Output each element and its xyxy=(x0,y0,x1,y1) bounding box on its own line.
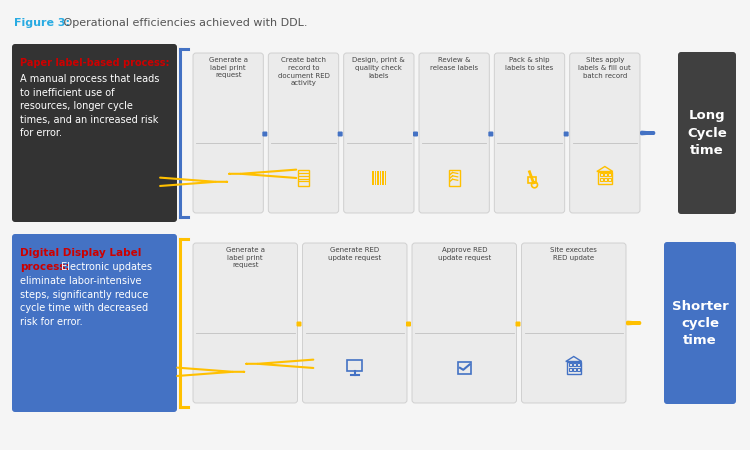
Bar xyxy=(604,178,607,181)
Bar xyxy=(448,170,460,185)
Text: Approve RED
update request: Approve RED update request xyxy=(438,247,491,261)
FancyBboxPatch shape xyxy=(12,234,177,412)
Bar xyxy=(608,178,610,181)
FancyBboxPatch shape xyxy=(570,53,640,213)
FancyBboxPatch shape xyxy=(488,131,494,136)
Text: Sites apply
labels & fill out
batch record: Sites apply labels & fill out batch reco… xyxy=(578,57,632,78)
Text: Generate RED
update request: Generate RED update request xyxy=(328,247,381,261)
FancyBboxPatch shape xyxy=(302,243,407,403)
Bar xyxy=(383,171,384,185)
Bar xyxy=(604,173,607,176)
FancyBboxPatch shape xyxy=(193,243,298,403)
FancyBboxPatch shape xyxy=(262,131,267,136)
Text: Shorter
cycle
time: Shorter cycle time xyxy=(672,300,728,346)
Text: Paper label-based process:: Paper label-based process: xyxy=(20,58,170,68)
Bar xyxy=(568,363,572,366)
FancyBboxPatch shape xyxy=(193,53,263,213)
Bar xyxy=(458,361,470,374)
Text: Design, print &
quality check
labels: Design, print & quality check labels xyxy=(352,57,405,78)
Bar xyxy=(608,173,610,176)
FancyBboxPatch shape xyxy=(338,131,343,136)
Text: process:: process: xyxy=(20,262,70,272)
FancyBboxPatch shape xyxy=(521,243,626,403)
Bar xyxy=(577,363,580,366)
FancyBboxPatch shape xyxy=(268,53,339,213)
FancyBboxPatch shape xyxy=(406,321,411,327)
FancyBboxPatch shape xyxy=(564,131,568,136)
Bar xyxy=(568,368,572,371)
Bar xyxy=(375,171,376,185)
FancyBboxPatch shape xyxy=(413,131,418,136)
Bar xyxy=(567,361,580,374)
FancyBboxPatch shape xyxy=(678,52,736,214)
Bar xyxy=(527,177,536,183)
Bar xyxy=(600,178,603,181)
Text: Digital Display Label: Digital Display Label xyxy=(20,248,141,258)
Bar xyxy=(347,360,362,371)
Text: Long
Cycle
time: Long Cycle time xyxy=(687,109,727,157)
Text: Figure 3:: Figure 3: xyxy=(14,18,70,28)
Bar xyxy=(600,173,603,176)
FancyBboxPatch shape xyxy=(12,44,177,222)
Text: Create batch
record to
document RED
activity: Create batch record to document RED acti… xyxy=(278,57,329,86)
Text: Site executes
RED update: Site executes RED update xyxy=(550,247,597,261)
Bar xyxy=(298,170,309,185)
Bar xyxy=(573,368,575,371)
Bar xyxy=(379,171,380,185)
FancyBboxPatch shape xyxy=(296,321,302,327)
FancyBboxPatch shape xyxy=(412,243,517,403)
Text: Generate a
label print
request: Generate a label print request xyxy=(226,247,265,269)
Text: Review &
release labels: Review & release labels xyxy=(430,57,478,71)
FancyBboxPatch shape xyxy=(419,53,489,213)
Text: Electronic updates: Electronic updates xyxy=(58,262,152,272)
FancyBboxPatch shape xyxy=(664,242,736,404)
Text: Operational efficiencies achieved with DDL.: Operational efficiencies achieved with D… xyxy=(60,18,308,28)
Text: Pack & ship
labels to sites: Pack & ship labels to sites xyxy=(506,57,554,71)
FancyBboxPatch shape xyxy=(344,53,414,213)
Bar xyxy=(577,368,580,371)
Text: eliminate labor-intensive
steps, significantly reduce
cycle time with decreased
: eliminate labor-intensive steps, signifi… xyxy=(20,276,148,327)
Bar xyxy=(385,171,386,185)
FancyBboxPatch shape xyxy=(515,321,520,327)
Bar xyxy=(380,171,381,185)
Bar xyxy=(376,171,377,185)
Bar xyxy=(598,171,612,184)
Text: Generate a
label print
request: Generate a label print request xyxy=(209,57,248,78)
FancyBboxPatch shape xyxy=(494,53,565,213)
Text: A manual process that leads
to inefficient use of
resources, longer cycle
times,: A manual process that leads to inefficie… xyxy=(20,74,159,139)
Bar xyxy=(573,363,575,366)
Bar xyxy=(372,171,373,185)
